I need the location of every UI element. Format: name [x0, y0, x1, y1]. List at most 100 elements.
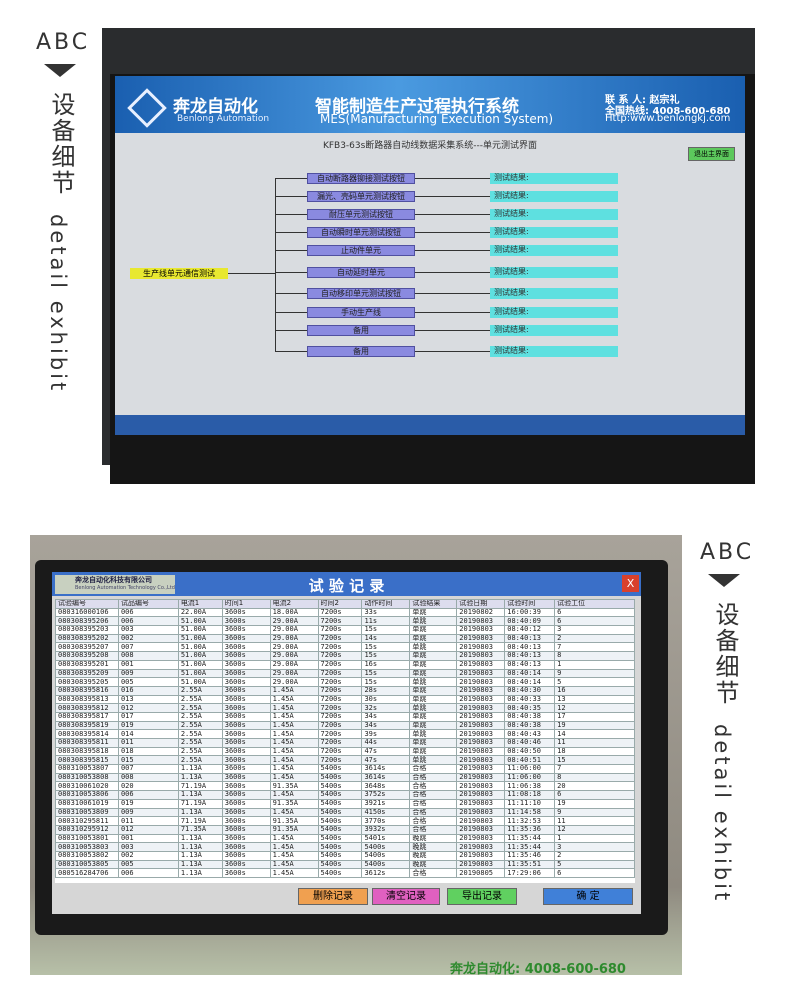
cell: 1.45A	[269, 772, 319, 783]
cell: 2.55A	[177, 746, 223, 757]
cell: 3600s	[221, 668, 271, 679]
cell: 15	[554, 755, 635, 766]
cell: 11:06:00	[504, 772, 556, 783]
cell: 20190803	[456, 781, 506, 792]
unit-button[interactable]: 自动瞬时单元测试按钮	[307, 227, 415, 238]
cell: 单跳	[409, 642, 458, 653]
unit-button[interactable]: 备用	[307, 325, 415, 336]
unit-button[interactable]: 自动断路器铆接测试按钮	[307, 173, 415, 184]
cell: 1	[554, 833, 635, 844]
cell: 08:40:14	[504, 677, 556, 687]
connector	[275, 312, 307, 313]
cell: 20190803	[456, 842, 506, 852]
header-cell: 试验编号	[55, 599, 119, 609]
cell: 2.55A	[177, 755, 223, 766]
unit-button[interactable]: 备用	[307, 346, 415, 357]
cell: 006	[117, 790, 179, 800]
cell: 单跳	[409, 703, 458, 713]
unit-button[interactable]: 自动延时单元	[307, 267, 415, 278]
cell: 5400s	[317, 842, 363, 852]
system-title-en: MES(Manufacturing Execution System)	[320, 112, 554, 126]
cell: 1.45A	[269, 755, 319, 766]
cell: 20190803	[456, 711, 506, 722]
table-row: 080308395818 018 2.55A 3600s 1.45A 7200s 47s 单跳…	[55, 746, 635, 757]
cell: 20190803	[456, 807, 506, 818]
unit-button[interactable]: 耐压单元测试按钮	[307, 209, 415, 220]
cell: 3612s	[361, 868, 411, 878]
cell: 单跳	[409, 607, 458, 618]
cell: 合格	[409, 868, 458, 878]
company-en: Benlong Automation Technology Co.,Ltd	[75, 585, 175, 591]
cell: 08:40:30	[504, 685, 556, 696]
cell: 5400s	[317, 790, 363, 800]
cell: 18	[554, 746, 635, 757]
table-row: 080308395206 006 51.00A 3600s 29.00A 7200s 11s…	[55, 616, 635, 627]
exit-button[interactable]: 退出主界面	[688, 147, 735, 161]
cell: 3600s	[221, 659, 271, 670]
test-result: 测试结果:	[490, 346, 618, 357]
cell: 080310053807	[55, 764, 119, 774]
cell: 5400s	[317, 859, 363, 870]
cell: 51.00A	[177, 659, 223, 670]
unit-button[interactable]: 自动移印单元测试按钮	[307, 288, 415, 299]
root-node: 生产线单元通信测试	[130, 268, 228, 279]
cell: 20190803	[456, 790, 506, 800]
action-button[interactable]: 删除记录	[298, 888, 368, 905]
cell: 29.00A	[269, 616, 319, 627]
unit-button[interactable]: 止动件单元	[307, 245, 415, 256]
action-button[interactable]: 确 定	[543, 888, 633, 905]
cell: 080308395818	[55, 746, 119, 757]
abc-label: ABC	[700, 540, 755, 565]
cell: 20190802	[456, 607, 506, 618]
table-row: 080310053801 001 1.13A 3600s 1.45A 5400s 5401s…	[55, 833, 635, 844]
cell: 007	[117, 642, 179, 653]
table-row: 080308395205 005 51.00A 3600s 29.00A 7200s 15s…	[55, 677, 635, 687]
cell: 005	[117, 859, 179, 870]
cell: 51.00A	[177, 668, 223, 679]
unit-button[interactable]: 漏光、壳码单元测试按钮	[307, 191, 415, 202]
cell: 71.19A	[177, 798, 223, 809]
close-button[interactable]: X	[622, 575, 639, 592]
screen-2: 奔龙自动化科技有限公司 Benlong Automation Technolog…	[52, 572, 641, 914]
cell: 7200s	[317, 685, 363, 696]
cell: 29.00A	[269, 625, 319, 635]
cell: 20190803	[456, 625, 506, 635]
cell: 080308395208	[55, 651, 119, 661]
cell: 3600s	[221, 616, 271, 627]
header-cell: 试品编号	[117, 599, 179, 609]
table-row: 080310053803 003 1.13A 3600s 1.45A 5400s 5400s…	[55, 842, 635, 852]
unit-button[interactable]: 手动生产线	[307, 307, 415, 318]
cell: 30s	[361, 694, 411, 705]
company: 奔龙自动化科技有限公司	[75, 576, 152, 584]
table-row: 080308395819 019 2.55A 3600s 1.45A 7200s 34s 单跳…	[55, 720, 635, 731]
cell: 11:06:38	[504, 781, 556, 792]
cell: 1.45A	[269, 711, 319, 722]
cell: 12	[554, 824, 635, 835]
cell: 20190803	[456, 833, 506, 844]
cell: 080310053801	[55, 833, 119, 844]
cell: 008	[117, 772, 179, 783]
cell: 1.45A	[269, 859, 319, 870]
cell: 5	[554, 859, 635, 870]
cell: 3600s	[221, 720, 271, 731]
cell: 11:35:44	[504, 842, 556, 852]
cell: 6	[554, 868, 635, 878]
action-button[interactable]: 清空记录	[372, 888, 440, 905]
table-row: 080308395201 001 51.00A 3600s 29.00A 7200s 16s…	[55, 659, 635, 670]
cell: 08:40:33	[504, 694, 556, 705]
connector	[415, 250, 490, 251]
cell: 91.35A	[269, 781, 319, 792]
cell: 08:40:12	[504, 625, 556, 635]
cell: 011	[117, 816, 179, 826]
cell: 11:32:53	[504, 816, 556, 826]
cell: 91.35A	[269, 816, 319, 826]
cell: 08:40:13	[504, 633, 556, 644]
cell: 1.45A	[269, 868, 319, 878]
cell: 080310295811	[55, 816, 119, 826]
cell: 08:40:51	[504, 755, 556, 766]
cell: 91.35A	[269, 824, 319, 835]
cell: 44s	[361, 738, 411, 748]
cell: 7200s	[317, 659, 363, 670]
action-button[interactable]: 导出记录	[447, 888, 517, 905]
cell: 1.13A	[177, 842, 223, 852]
